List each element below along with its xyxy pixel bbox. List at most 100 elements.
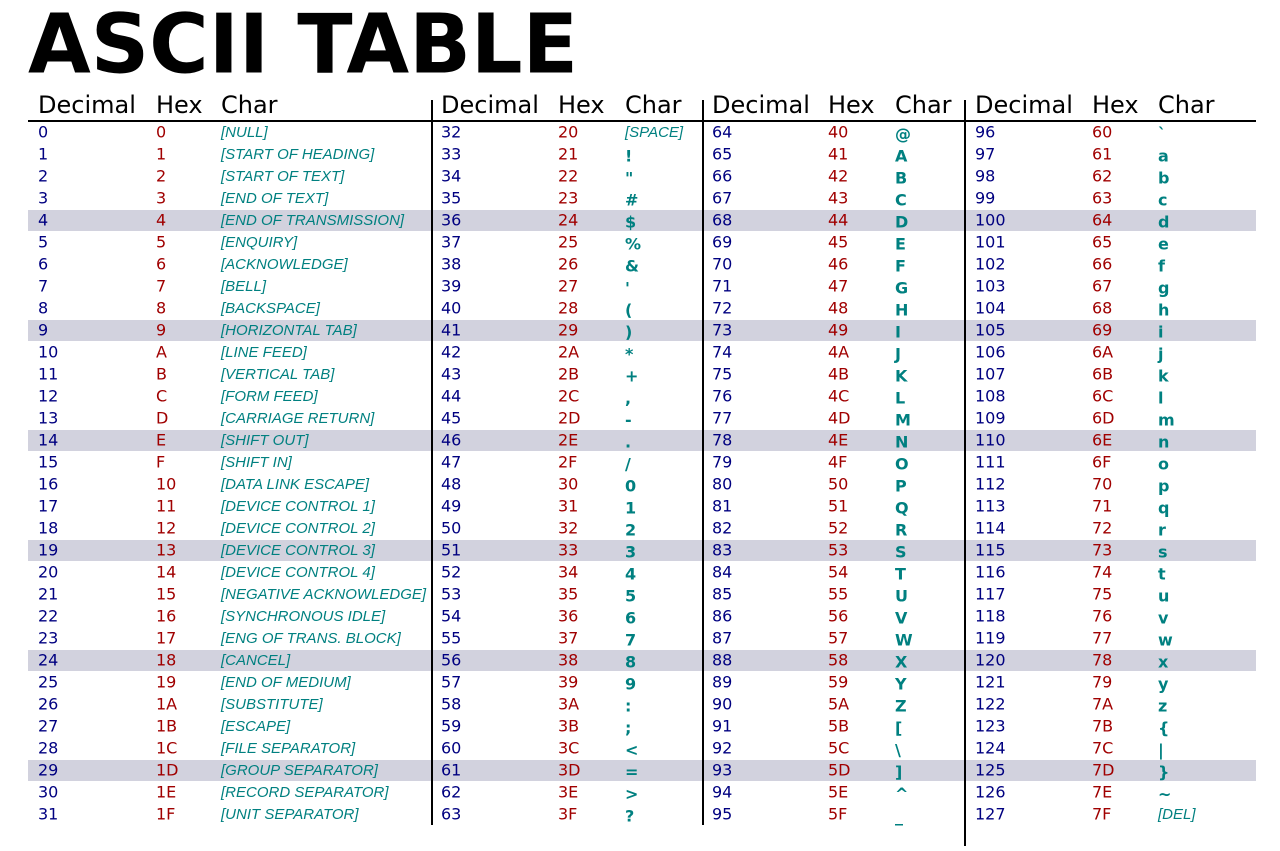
decimal-cell: 121 xyxy=(975,673,1006,692)
decimal-cell: 98 xyxy=(975,167,995,186)
column-header: Char xyxy=(221,91,278,119)
hex-cell: 29 xyxy=(558,321,578,340)
char-cell: [FORM FEED] xyxy=(220,388,318,405)
char-cell: X xyxy=(895,653,908,672)
char-cell: # xyxy=(625,191,638,210)
decimal-cell: 76 xyxy=(712,387,732,406)
decimal-cell: 118 xyxy=(975,607,1006,626)
hex-cell: 25 xyxy=(558,233,578,252)
row-highlights xyxy=(28,210,1256,781)
char-cell: P xyxy=(895,477,907,496)
char-cell: [DATA LINK ESCAPE] xyxy=(220,476,370,493)
hex-cell: E xyxy=(156,431,166,450)
hex-cell: 47 xyxy=(828,277,848,296)
decimal-cell: 66 xyxy=(712,167,732,186)
hex-cell: 40 xyxy=(828,123,848,142)
decimal-cell: 29 xyxy=(38,761,58,780)
decimal-cell: 91 xyxy=(712,717,732,736)
decimal-cell: 22 xyxy=(38,607,58,626)
decimal-cell: 125 xyxy=(975,761,1006,780)
char-cell: ' xyxy=(625,279,630,298)
hex-cell: 6E xyxy=(1092,431,1112,450)
hex-cell: 35 xyxy=(558,585,578,604)
char-cell: Y xyxy=(894,675,907,694)
char-cell: . xyxy=(625,433,631,452)
decimal-cell: 70 xyxy=(712,255,732,274)
char-cell: & xyxy=(625,257,639,276)
char-cell: ` xyxy=(1158,125,1166,144)
char-cell: [ENQUIRY] xyxy=(220,234,298,251)
hex-cell: 33 xyxy=(558,541,578,560)
char-cell: [START OF TEXT] xyxy=(220,168,345,185)
decimal-cell: 110 xyxy=(975,431,1006,450)
column-header: Hex xyxy=(828,91,875,119)
hex-cell: 0 xyxy=(156,123,166,142)
hex-cell: 15 xyxy=(156,585,176,604)
decimal-cell: 43 xyxy=(441,365,461,384)
decimal-cell: 16 xyxy=(38,475,58,494)
decimal-cell: 72 xyxy=(712,299,732,318)
column-header: Hex xyxy=(1092,91,1139,119)
decimal-cell: 83 xyxy=(712,541,732,560)
char-cell: , xyxy=(625,389,631,408)
hex-cell: 77 xyxy=(1092,629,1112,648)
hex-cell: 42 xyxy=(828,167,848,186)
char-cell: Q xyxy=(895,499,909,518)
char-cell: [SYNCHRONOUS IDLE] xyxy=(220,608,386,625)
decimal-cell: 109 xyxy=(975,409,1006,428)
hex-cell: 53 xyxy=(828,541,848,560)
decimal-cell: 113 xyxy=(975,497,1006,516)
hex-cell: 66 xyxy=(1092,255,1112,274)
decimal-cell: 56 xyxy=(441,651,461,670)
decimal-cell: 62 xyxy=(441,783,461,802)
char-cell: A xyxy=(895,147,908,166)
char-cell: e xyxy=(1158,235,1169,254)
decimal-cell: 124 xyxy=(975,739,1006,758)
char-cell: B xyxy=(895,169,907,188)
decimal-cell: 67 xyxy=(712,189,732,208)
hex-cell: 49 xyxy=(828,321,848,340)
decimal-cell: 90 xyxy=(712,695,732,714)
char-cell: K xyxy=(895,367,908,386)
hex-cell: 26 xyxy=(558,255,578,274)
char-cell: [RECORD SEPARATOR] xyxy=(220,784,389,801)
char-cell: ^ xyxy=(895,785,908,804)
char-cell: ) xyxy=(625,323,632,342)
hex-cell: 6F xyxy=(1092,453,1111,472)
decimal-cell: 41 xyxy=(441,321,461,340)
decimal-cell: 50 xyxy=(441,519,461,538)
hex-cell: 5C xyxy=(828,739,849,758)
char-cell: [GROUP SEPARATOR] xyxy=(220,762,379,779)
decimal-cell: 49 xyxy=(441,497,461,516)
char-cell: 3 xyxy=(625,543,636,562)
decimal-cell: 101 xyxy=(975,233,1006,252)
column-header: Decimal xyxy=(712,91,810,119)
char-cell: [NEGATIVE ACKNOWLEDGE] xyxy=(220,586,427,603)
hex-cell: 1C xyxy=(156,739,177,758)
decimal-cell: 89 xyxy=(712,673,732,692)
hex-cell: 63 xyxy=(1092,189,1112,208)
char-cell: [ xyxy=(895,719,902,738)
hex-cell: 69 xyxy=(1092,321,1112,340)
hex-cell: 1E xyxy=(156,783,176,802)
hex-cell: 5F xyxy=(828,805,847,824)
char-cell: * xyxy=(625,345,634,364)
char-cell: r xyxy=(1158,521,1166,540)
hex-cell: D xyxy=(156,409,168,428)
decimal-cell: 11 xyxy=(38,365,58,384)
char-cell: C xyxy=(895,191,907,210)
hex-cell: 51 xyxy=(828,497,848,516)
char-cell: [BELL] xyxy=(220,278,267,295)
decimal-cell: 35 xyxy=(441,189,461,208)
decimal-cell: 24 xyxy=(38,651,58,670)
char-cell: : xyxy=(625,697,631,716)
char-cell: - xyxy=(625,411,632,430)
decimal-cell: 9 xyxy=(38,321,48,340)
hex-cell: 76 xyxy=(1092,607,1112,626)
char-cell: / xyxy=(625,455,631,474)
char-cell: F xyxy=(895,257,906,276)
char-cell: > xyxy=(625,785,638,804)
char-cell: [CARRIAGE RETURN] xyxy=(220,410,375,427)
decimal-cell: 8 xyxy=(38,299,48,318)
decimal-cell: 3 xyxy=(38,189,48,208)
